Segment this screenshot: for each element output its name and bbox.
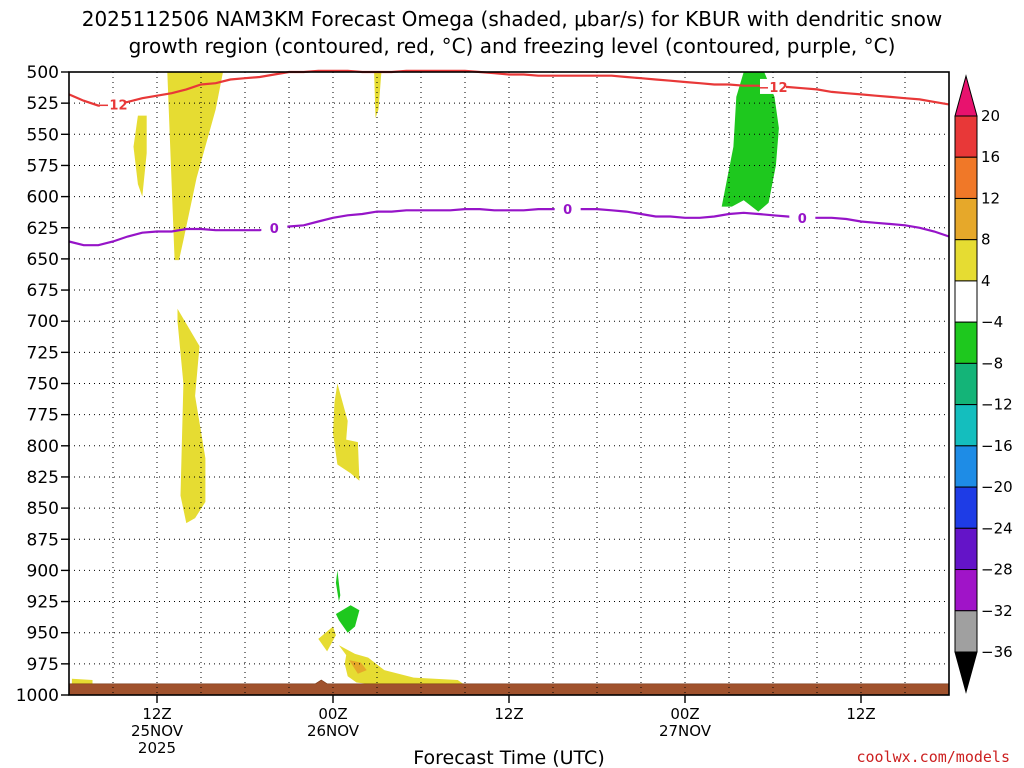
y-tick-label-575: 575 (27, 156, 59, 176)
y-tick-label-650: 650 (27, 250, 59, 270)
colorbar-label-10: −24 (981, 519, 1013, 537)
chart-title-line-2: growth region (contoured, red, °C) and f… (129, 34, 896, 58)
x-tick-label-1-0: 00Z (318, 705, 347, 723)
freezing-level-contour-label-0: 0 (270, 222, 279, 237)
dgz-minus12-contour-label-1: −12 (759, 81, 788, 96)
y-tick-label-525: 525 (27, 94, 59, 114)
freezing-level-contour-label-bg-0 (261, 219, 288, 235)
colorbar-label-0: 20 (981, 107, 1000, 125)
colorbar: 20 16 12 8 4 −4 −8 −12 −16 −20 −24 −28 −32 −36 (954, 74, 1013, 694)
colorbar-label-11: −28 (981, 561, 1013, 579)
colorbar-label-1: 16 (981, 148, 1000, 166)
y-tick-label-500: 500 (27, 63, 59, 83)
colorbar-label-2: 12 (981, 189, 1000, 207)
x-tick-label-0-2: 2025 (138, 739, 176, 757)
x-tick-label-1-1: 26NOV (307, 722, 360, 740)
y-tick-label-975: 975 (27, 655, 59, 675)
colorbar-band-13 (954, 610, 978, 653)
omega-shading-layer (68, 72, 950, 696)
y-tick-label-800: 800 (27, 437, 59, 457)
colorbar-label-5: −4 (981, 313, 1003, 331)
dgz-minus12-contour-label-bg-1 (760, 78, 786, 94)
colorbar-band-2 (954, 156, 978, 199)
dgz-minus12-contour-label-0: −12 (99, 98, 128, 113)
colorbar-band-4 (954, 239, 978, 282)
site-credit: coolwx.com/models (856, 748, 1010, 766)
y-tick-label-750: 750 (27, 375, 59, 395)
colorbar-top-triangle (954, 74, 978, 117)
x-tick-label-4-0: 12Z (846, 705, 875, 723)
y-tick-label-850: 850 (27, 499, 59, 519)
y-tick-label-550: 550 (27, 125, 59, 145)
omega-region-downward-motion-upper (721, 72, 779, 212)
contour-layer: 0 0 0 −12 −12 (68, 69, 950, 247)
omega-region-downward-motion-900 (335, 570, 341, 602)
omega-region-strong-upward-core (349, 660, 367, 674)
colorbar-band-11 (954, 527, 978, 571)
omega-region-upward-motion-near-surface-950 (318, 626, 336, 652)
colorbar-band-3 (954, 197, 978, 241)
colorbar-band-8 (954, 404, 978, 447)
colorbar-bottom-triangle (954, 651, 978, 694)
colorbar-band-5 (954, 280, 978, 323)
chart-title-line-1: 2025112506 NAM3KM Forecast Omega (shaded… (82, 7, 943, 31)
x-tick-label-3-1: 27NOV (659, 722, 712, 740)
y-tick-label-775: 775 (27, 406, 59, 426)
y-tick-label-900: 900 (27, 561, 59, 581)
freezing-level-contour-label-2: 0 (798, 212, 807, 227)
colorbar-label-6: −8 (981, 354, 1003, 372)
colorbar-band-9 (954, 445, 978, 488)
y-tick-label-825: 825 (27, 468, 59, 488)
colorbar-band-7 (954, 362, 978, 406)
colorbar-band-1 (954, 115, 978, 158)
colorbar-band-10 (954, 486, 978, 529)
colorbar-label-9: −20 (981, 478, 1013, 496)
dgz-minus12-contour-label-bg-0 (100, 96, 126, 112)
colorbar-label-3: 8 (981, 231, 991, 249)
x-tick-label-3-0: 00Z (670, 705, 699, 723)
omega-region-upward-motion-lowlevel (333, 383, 360, 481)
dotted-grid (69, 72, 949, 695)
omega-region-downward-motion-930 (335, 605, 360, 633)
colorbar-label-13: −36 (981, 643, 1013, 661)
y-tick-label-600: 600 (27, 188, 59, 208)
y-tick-label-875: 875 (27, 530, 59, 550)
colorbar-label-12: −32 (981, 602, 1013, 620)
dgz-minus12-contour (68, 69, 950, 107)
x-tick-label-0-0: 12Z (142, 705, 171, 723)
colorbar-label-4: 4 (981, 272, 991, 290)
freezing-level-contour-label-1: 0 (563, 203, 572, 218)
omega-region-upward-motion-tower (167, 72, 223, 261)
colorbar-band-12 (954, 569, 978, 612)
y-tick-label-725: 725 (27, 343, 59, 363)
x-tick-label-2-0: 12Z (494, 705, 523, 723)
omega-region-upward-motion-near-surface-975 (338, 645, 465, 685)
omega-region-upward-motion-small-575 (133, 115, 147, 197)
y-tick-label-950: 950 (27, 624, 59, 644)
y-tick-label-925: 925 (27, 593, 59, 613)
pressure-axis: 500 525 550 575 600 625 650 675 700 725 750 775 800 8… (16, 63, 69, 706)
y-tick-label-675: 675 (27, 281, 59, 301)
colorbar-band-6 (954, 321, 978, 364)
omega-region-upward-motion-thin-sliver (374, 72, 382, 119)
colorbar-label-7: −12 (981, 396, 1013, 414)
x-axis-label: Forecast Time (UTC) (413, 747, 604, 768)
colorbar-label-8: −16 (981, 437, 1013, 455)
omega-region-upward-motion-midlevel-streak (177, 308, 206, 524)
x-tick-label-0-1: 25NOV (131, 722, 184, 740)
freezing-level-contour-label-bg-2 (789, 209, 816, 225)
freezing-level-contour-label-bg-1 (554, 201, 581, 217)
y-tick-label-1000: 1000 (16, 686, 59, 706)
y-tick-label-625: 625 (27, 219, 59, 239)
y-tick-label-700: 700 (27, 312, 59, 332)
